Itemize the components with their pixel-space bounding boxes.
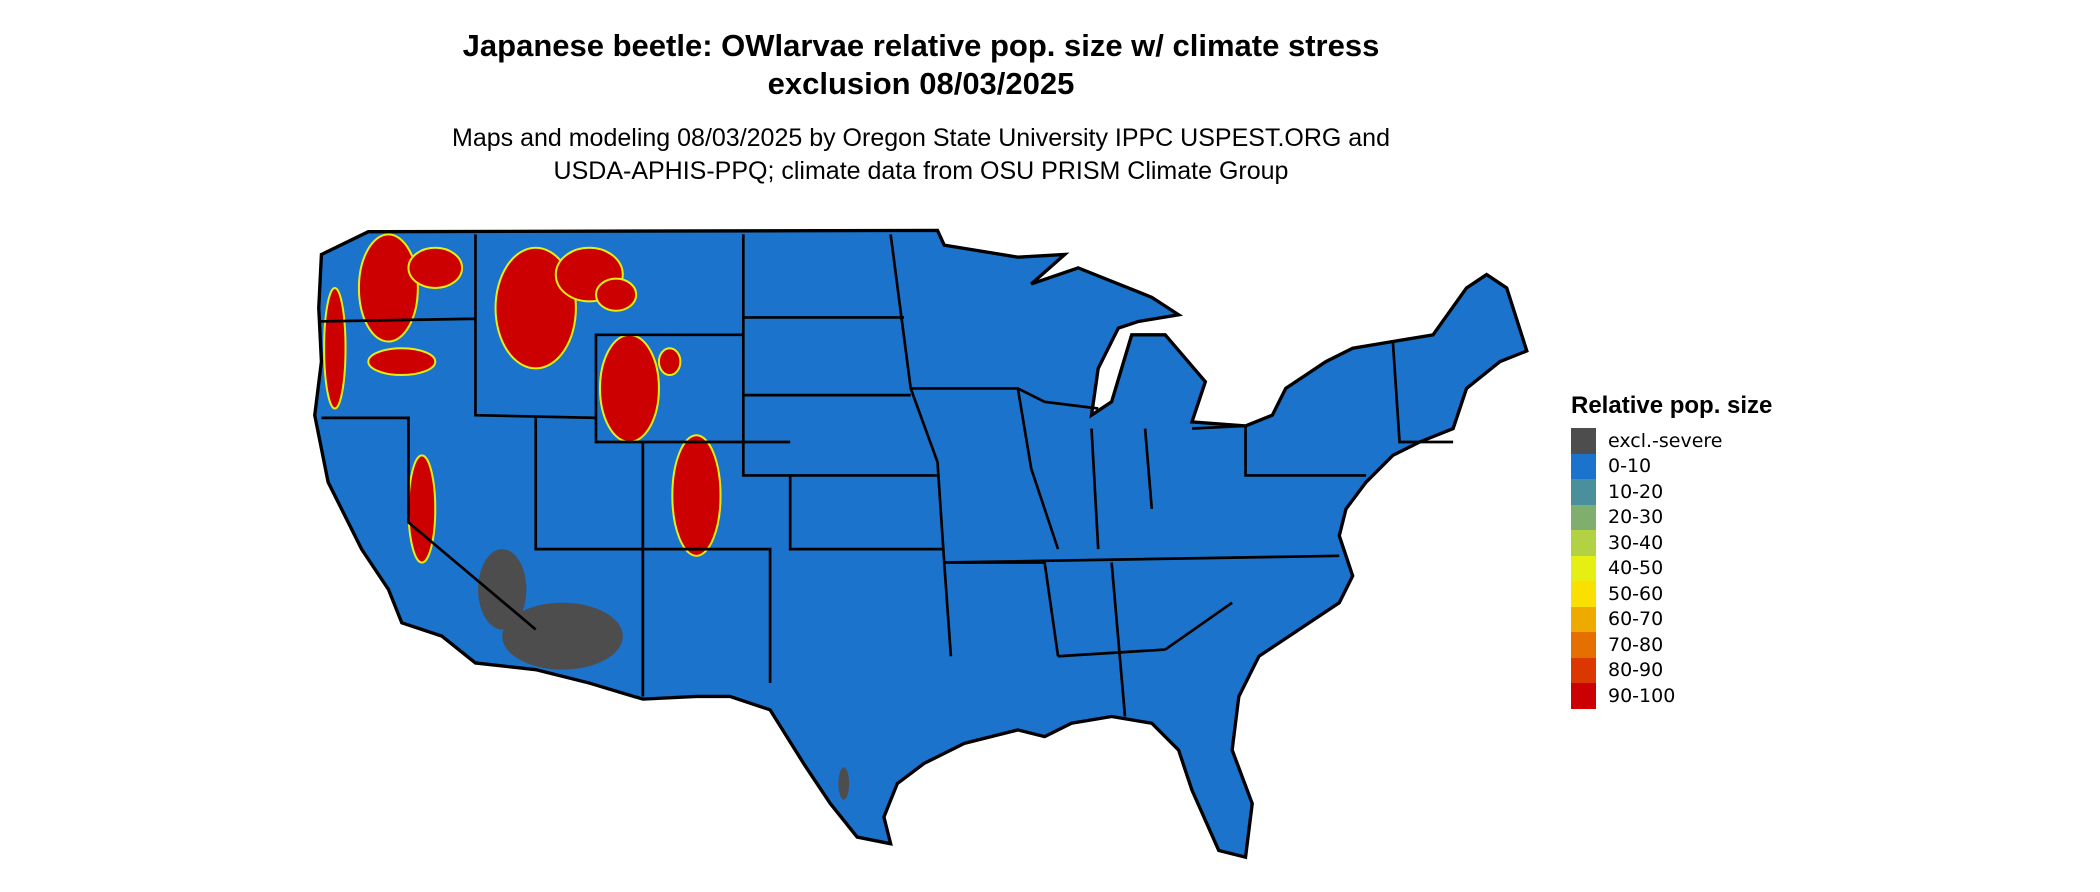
legend-label: 70-80	[1608, 633, 1664, 656]
legend-swatch	[1571, 555, 1596, 581]
legend-label: 20-30	[1608, 506, 1664, 529]
legend-item: 70-80	[1571, 632, 1772, 658]
risk-overlay	[323, 233, 850, 800]
legend-label: 60-70	[1608, 608, 1664, 631]
legend-item: 40-50	[1571, 555, 1772, 581]
legend-swatch	[1571, 530, 1596, 556]
excluded-areas	[478, 549, 850, 800]
legend-title: Relative pop. size	[1571, 392, 1773, 419]
legend-swatch	[1571, 479, 1596, 505]
legend-swatch	[1571, 504, 1596, 530]
legend-item: 10-20	[1571, 479, 1772, 505]
legend-item: 60-70	[1571, 606, 1772, 632]
map-title-line1: Japanese beetle: OWlarvae relative pop. …	[462, 28, 1380, 63]
legend-items: excl.-severe 0-10 10-20 20-30 30-40 40-50 50-6…	[1571, 428, 1772, 709]
legend-item: 0-10	[1571, 453, 1772, 479]
map-subtitle-line1: Maps and modeling 08/03/2025 by Oregon S…	[452, 124, 1390, 152]
legend-item: excl.-severe	[1571, 428, 1772, 454]
legend-swatch	[1571, 657, 1596, 683]
state-borders	[318, 234, 1454, 717]
legend-label: 0-10	[1608, 455, 1652, 478]
legend-label: 30-40	[1608, 531, 1664, 554]
legend-label: 40-50	[1608, 557, 1664, 580]
legend: Relative pop. size excl.-severe 0-10 10-20…	[1571, 392, 1772, 709]
legend-swatch	[1571, 683, 1596, 709]
legend-item: 90-100	[1571, 683, 1772, 709]
map-title-line2: exclusion 08/03/2025	[767, 66, 1075, 101]
legend-swatch	[1571, 581, 1596, 607]
legend-item: 30-40	[1571, 530, 1772, 556]
legend-item: 80-90	[1571, 657, 1772, 683]
legend-swatch	[1571, 632, 1596, 658]
legend-item: 50-60	[1571, 581, 1772, 607]
high-risk-areas	[323, 233, 722, 564]
legend-swatch	[1571, 428, 1596, 454]
legend-label: excl.-severe	[1608, 429, 1723, 452]
legend-label: 90-100	[1608, 684, 1676, 707]
legend-item: 20-30	[1571, 504, 1772, 530]
legend-label: 10-20	[1608, 480, 1664, 503]
legend-label: 50-60	[1608, 582, 1664, 605]
map-subtitle-line2: USDA-APHIS-PPQ; climate data from OSU PR…	[553, 157, 1289, 185]
legend-swatch	[1571, 606, 1596, 632]
legend-label: 80-90	[1608, 659, 1664, 682]
legend-swatch	[1571, 453, 1596, 479]
